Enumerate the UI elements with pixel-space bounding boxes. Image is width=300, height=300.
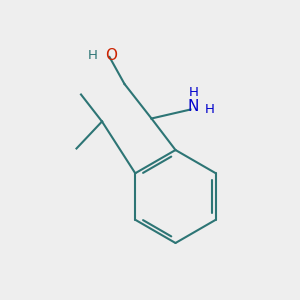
Text: H: H: [205, 103, 215, 116]
Text: O: O: [105, 48, 117, 63]
Text: H: H: [189, 86, 198, 100]
Text: H: H: [88, 49, 98, 62]
Text: N: N: [188, 99, 199, 114]
